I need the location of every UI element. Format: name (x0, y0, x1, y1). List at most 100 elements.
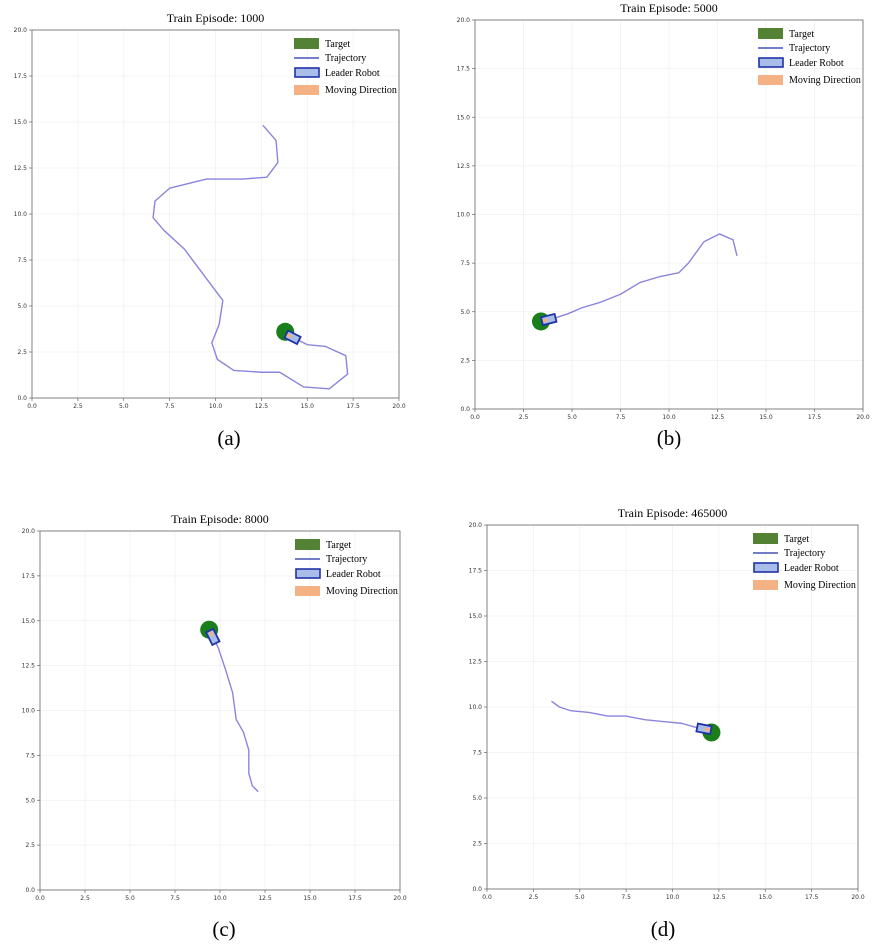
y-tick-label: 17.5 (14, 73, 28, 80)
trajectory-line (551, 700, 705, 730)
legend-direction-swatch (294, 85, 319, 95)
x-tick-label: 5.0 (567, 414, 577, 421)
legend-robot-swatch (758, 57, 784, 68)
trajectory-line (548, 233, 738, 321)
x-tick-label: 0.0 (27, 403, 37, 410)
x-tick-label: 2.5 (73, 403, 83, 410)
legend-target-label: Target (326, 540, 351, 551)
x-tick-label: 0.0 (35, 895, 45, 902)
y-tick-label: 17.5 (22, 573, 36, 580)
y-tick-label: 10.0 (457, 212, 471, 219)
y-tick-label: 12.5 (457, 163, 471, 170)
y-tick-label: 12.5 (14, 165, 28, 172)
x-tick-label: 17.5 (805, 894, 819, 901)
x-tick-label: 15.0 (303, 895, 317, 902)
legend-trajectory-label: Trajectory (326, 554, 367, 565)
x-tick-label: 20.0 (851, 894, 865, 901)
legend-target-label: Target (325, 39, 350, 50)
x-tick-label: 5.0 (575, 894, 585, 901)
x-tick-label: 15.0 (759, 894, 773, 901)
x-tick-label: 17.5 (346, 403, 360, 410)
caption-a: (a) (217, 426, 241, 450)
y-tick-label: 20.0 (22, 528, 36, 535)
legend-direction-label: Moving Direction (789, 75, 861, 86)
y-tick-label: 10.0 (14, 211, 28, 218)
y-tick-label: 2.5 (460, 357, 470, 364)
x-tick-label: 15.0 (759, 414, 773, 421)
y-tick-label: 20.0 (14, 27, 28, 34)
y-tick-label: 7.5 (25, 752, 35, 759)
x-tick-label: 5.0 (125, 895, 135, 902)
leader-robot (539, 312, 558, 327)
legend-direction-label: Moving Direction (784, 580, 856, 591)
legend-robot-label: Leader Robot (325, 68, 380, 79)
leader-robot (204, 627, 221, 647)
legend-robot-swatch (294, 67, 320, 78)
legend-direction-swatch (758, 75, 783, 85)
legend-target-swatch (295, 539, 320, 550)
legend-robot-label: Leader Robot (784, 563, 839, 574)
x-tick-label: 10.0 (213, 895, 227, 902)
x-tick-label: 12.5 (255, 403, 269, 410)
legend-robot-label: Leader Robot (789, 58, 844, 69)
y-tick-label: 15.0 (22, 618, 36, 625)
x-tick-label: 20.0 (856, 414, 870, 421)
y-tick-label: 12.5 (22, 663, 36, 670)
trajectory-line (212, 636, 259, 792)
legend-target-label: Target (789, 29, 814, 40)
y-tick-label: 5.0 (472, 795, 482, 802)
x-tick-label: 10.0 (666, 894, 680, 901)
x-tick-label: 5.0 (119, 403, 129, 410)
y-tick-label: 7.5 (460, 260, 470, 267)
robot-direction-arrow (208, 630, 214, 637)
x-tick-label: 7.5 (621, 894, 631, 901)
x-tick-label: 2.5 (519, 414, 529, 421)
x-tick-label: 0.0 (482, 894, 492, 901)
legend-trajectory-label: Trajectory (789, 43, 830, 54)
x-tick-label: 2.5 (529, 894, 539, 901)
robot-body (539, 312, 558, 327)
leader-robot (283, 329, 302, 346)
y-tick-label: 20.0 (457, 17, 471, 24)
legend-robot-swatch (295, 568, 321, 579)
robot-direction-arrow (542, 318, 549, 323)
caption-b: (b) (656, 426, 682, 450)
y-tick-label: 17.5 (457, 66, 471, 73)
legend-direction-label: Moving Direction (325, 85, 397, 96)
y-tick-label: 0.0 (472, 886, 482, 893)
legend-target-swatch (758, 28, 783, 39)
x-tick-label: 20.0 (393, 895, 407, 902)
y-tick-label: 0.0 (17, 395, 27, 402)
x-tick-label: 10.0 (209, 403, 223, 410)
y-tick-label: 5.0 (460, 309, 470, 316)
y-tick-label: 2.5 (472, 841, 482, 848)
legend-direction-swatch (753, 580, 778, 590)
x-tick-label: 17.5 (808, 414, 822, 421)
y-tick-label: 12.5 (469, 659, 483, 666)
x-tick-label: 0.0 (470, 414, 480, 421)
legend-trajectory-label: Trajectory (325, 53, 366, 64)
chart-title: Train Episode: 8000 (171, 512, 269, 526)
y-tick-label: 15.0 (14, 119, 28, 126)
x-tick-label: 17.5 (348, 895, 362, 902)
y-tick-label: 10.0 (22, 708, 36, 715)
y-tick-label: 10.0 (469, 704, 483, 711)
y-tick-label: 2.5 (25, 842, 35, 849)
chart-title: Train Episode: 1000 (167, 11, 265, 25)
y-tick-label: 17.5 (469, 568, 483, 575)
legend-robot-label: Leader Robot (326, 569, 381, 580)
legend-target-label: Target (784, 534, 809, 545)
y-tick-label: 20.0 (469, 522, 483, 529)
y-tick-label: 0.0 (25, 887, 35, 894)
x-tick-label: 20.0 (392, 403, 406, 410)
y-tick-label: 5.0 (17, 303, 27, 310)
y-tick-label: 0.0 (460, 406, 470, 413)
x-tick-label: 12.5 (712, 894, 726, 901)
x-tick-label: 10.0 (662, 414, 676, 421)
legend-target-swatch (753, 533, 778, 544)
y-tick-label: 15.0 (457, 114, 471, 121)
